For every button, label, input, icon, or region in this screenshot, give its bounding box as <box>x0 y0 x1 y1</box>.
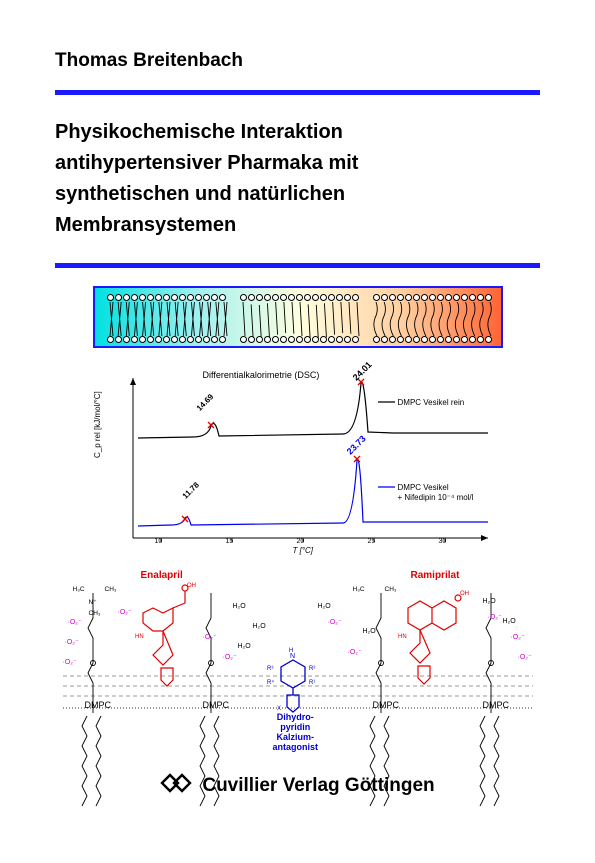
superoxide-label: ·O₂⁻ <box>223 653 237 661</box>
dmpc-label: DMPC <box>85 700 112 710</box>
water-label: H₂O <box>253 623 266 630</box>
xtick: 10 <box>155 538 163 545</box>
atom-label: H₃C <box>73 586 85 593</box>
superoxide-label: ·O₂⁻ <box>488 613 502 621</box>
water-label: H₂O <box>503 618 516 625</box>
superoxide-label: ·O₂⁻ <box>328 618 342 626</box>
top-rule <box>55 90 540 95</box>
xtick: 25 <box>368 538 376 545</box>
title-line: Membransystemen <box>55 214 236 236</box>
lipid-phase-panel <box>93 286 503 348</box>
title-line: antihypertensiver Pharmaka mit <box>55 152 358 174</box>
publisher-logo-icon <box>160 770 194 802</box>
superoxide-label: ·O₂⁻ <box>348 648 362 656</box>
superoxide-label: ·O₂⁻ <box>68 618 82 626</box>
atom-label: N⁺ <box>89 598 97 606</box>
xtick: 15 <box>226 538 234 545</box>
water-label: H₂O <box>483 598 496 605</box>
dmpc-label: DMPC <box>203 700 230 710</box>
xtick: 30 <box>439 538 447 545</box>
dsc-chart: Differentialkalorimetrie (DSC) C_p rel [… <box>93 368 503 553</box>
water-label: H₂O <box>318 603 331 610</box>
superoxide-label: ·O₂⁻ <box>63 658 77 666</box>
svg-text:X: X <box>277 706 281 712</box>
svg-text:HN: HN <box>135 634 144 640</box>
svg-text:OH: OH <box>460 591 469 597</box>
superoxide-label: ·O₂⁻ <box>511 633 525 641</box>
legend-nif-2: + Nifedipin 10⁻⁴ mol/l <box>398 493 474 502</box>
svg-text:HN: HN <box>398 634 407 640</box>
dsc-xlabel: T [°C] <box>293 546 314 555</box>
atom-label: CH₃ <box>105 586 117 593</box>
water-label: H₂O <box>238 643 251 650</box>
dsc-title: Differentialkalorimetrie (DSC) <box>203 370 320 380</box>
superoxide-label: ·O₂⁻ <box>203 633 217 641</box>
svg-text:R²: R² <box>309 666 315 672</box>
publisher-line: Cuvillier Verlag Göttingen <box>0 770 595 802</box>
svg-text:N: N <box>290 653 295 660</box>
xtick: 20 <box>297 538 305 545</box>
atom-label: CH₃ <box>385 586 397 593</box>
svg-text:R¹: R¹ <box>309 680 315 686</box>
mid-rule <box>55 263 540 268</box>
superoxide-label: ·O₂⁻ <box>518 653 532 661</box>
dmpc-label: DMPC <box>373 700 400 710</box>
svg-text:R³: R³ <box>267 666 273 672</box>
bilayer-ripple <box>240 294 360 344</box>
superoxide-label: ·O₂⁻ <box>65 638 79 646</box>
legend-pure: DMPC Vesikel rein <box>398 398 465 407</box>
page-title: Physikochemische Interaktion antihyperte… <box>55 117 540 241</box>
bilayer-fluid <box>373 294 493 344</box>
dmpc-label: DMPC <box>483 700 510 710</box>
water-label: H₂O <box>363 628 376 635</box>
superoxide-label: ·O₂⁻ <box>118 608 132 616</box>
author: Thomas Breitenbach <box>55 50 540 72</box>
dsc-ylabel: C_p rel [kJ/mol/°C] <box>93 391 102 458</box>
water-label: H₂O <box>233 603 246 610</box>
svg-text:R⁴: R⁴ <box>267 679 274 686</box>
title-line: synthetischen und natürlichen <box>55 183 345 205</box>
svg-text:H: H <box>289 648 293 654</box>
publisher-text: Cuvillier Verlag Göttingen <box>202 775 434 796</box>
dsc-plot-svg <box>93 368 503 553</box>
legend-nif-1: DMPC Vesikel <box>398 483 449 492</box>
bilayer-gel <box>107 294 227 344</box>
atom-label: H₃C <box>353 586 365 593</box>
svg-text:OH: OH <box>187 583 196 589</box>
title-line: Physikochemische Interaktion <box>55 121 343 143</box>
atom-label: CH₃ <box>89 610 101 617</box>
